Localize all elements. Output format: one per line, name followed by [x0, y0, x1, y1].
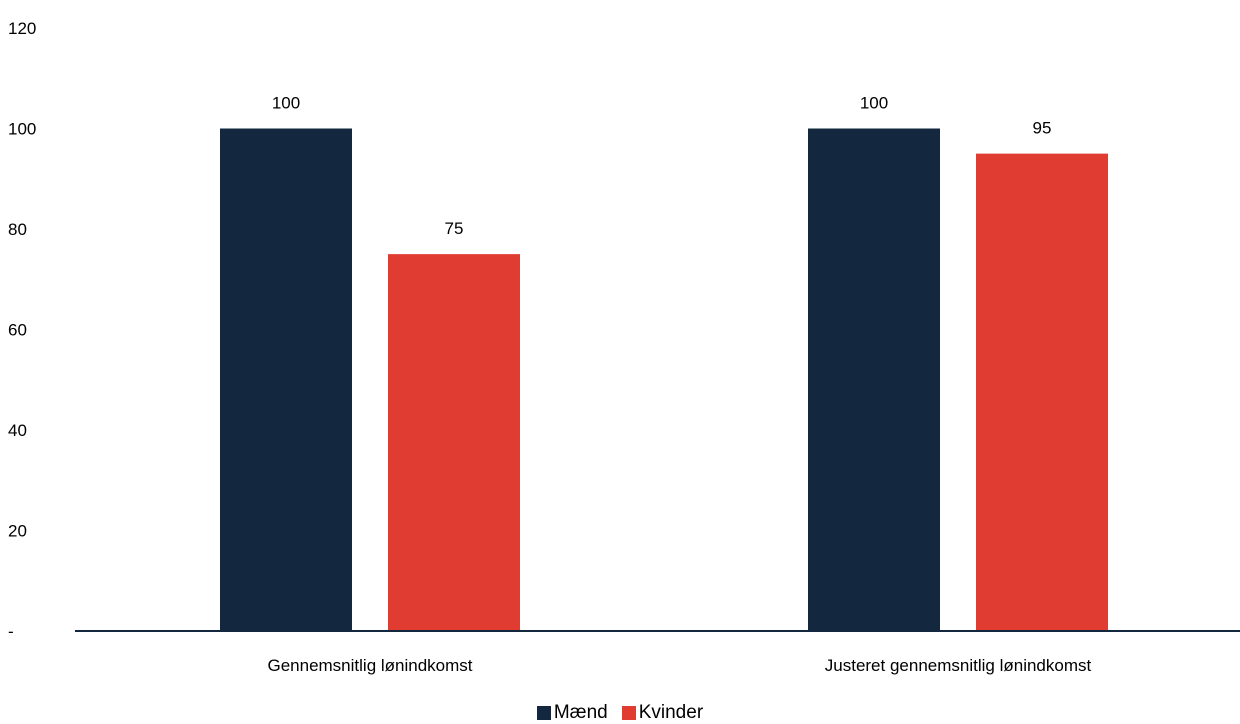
data-label: 100: [860, 94, 888, 113]
bar: [976, 153, 1108, 631]
data-label: 75: [445, 219, 464, 238]
y-tick-label: -: [8, 622, 14, 641]
legend-item-maend: Mænd: [536, 702, 608, 724]
category-label: Gennemsnitlig lønindkomst: [267, 656, 472, 675]
y-tick-label: 120: [8, 19, 36, 38]
bars: [220, 128, 1108, 631]
legend-swatch-kvinder: [621, 706, 636, 720]
y-tick-label: 80: [8, 220, 27, 239]
y-tick-label: 40: [8, 421, 27, 440]
y-tick-label: 60: [8, 321, 27, 340]
legend-item-kvinder: Kvinder: [621, 702, 704, 724]
legend: Mænd Kvinder: [0, 702, 1240, 724]
y-tick-label: 100: [8, 120, 36, 139]
y-axis-ticks: - 20 40 60 80 100 120: [8, 19, 36, 641]
bar: [808, 128, 940, 631]
x-axis-categories: Gennemsnitlig lønindkomst Justeret gennem…: [267, 656, 1091, 675]
data-label: 95: [1033, 119, 1052, 138]
data-label: 100: [272, 94, 300, 113]
bar: [388, 254, 520, 631]
category-label: Justeret gennemsnitlig lønindkomst: [825, 656, 1092, 675]
data-labels: 100 75 100 95: [272, 94, 1052, 239]
legend-label-kvinder: Kvinder: [638, 702, 704, 723]
legend-label-maend: Mænd: [553, 702, 608, 723]
legend-swatch-maend: [536, 706, 551, 720]
bar: [220, 128, 352, 631]
y-tick-label: 20: [8, 522, 27, 541]
